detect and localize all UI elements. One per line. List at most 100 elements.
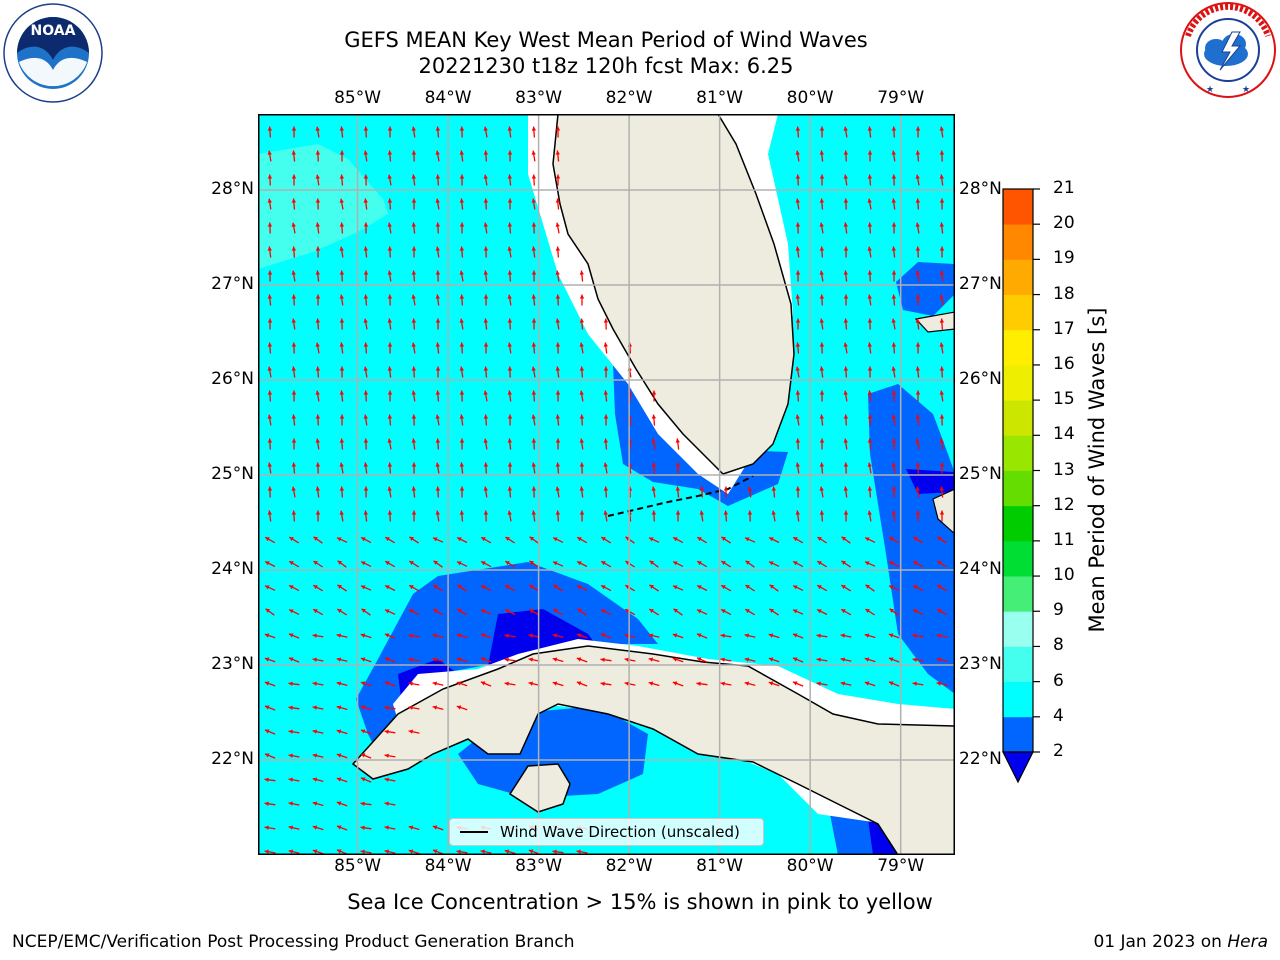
wind-wave-arrowhead bbox=[387, 462, 393, 467]
wind-wave-arrowhead bbox=[577, 561, 582, 566]
wind-wave-arrowhead bbox=[507, 174, 512, 179]
wind-wave-arrowhead bbox=[339, 390, 344, 395]
wind-wave-arrowhead bbox=[384, 633, 390, 638]
wind-wave-arrowhead bbox=[435, 486, 441, 491]
legend-line-swatch bbox=[460, 831, 488, 833]
wind-wave-arrowhead bbox=[795, 342, 801, 347]
wind-wave-arrowhead bbox=[867, 294, 872, 299]
lat-tick-label: 28°N bbox=[959, 179, 1002, 199]
wind-wave-arrowhead bbox=[505, 537, 510, 541]
wind-wave-arrowhead bbox=[291, 126, 297, 131]
wind-wave-arrowhead bbox=[648, 633, 654, 638]
wind-wave-arrowhead bbox=[744, 633, 749, 638]
wind-wave-arrowhead bbox=[505, 585, 510, 590]
wind-wave-arrowhead bbox=[840, 681, 846, 686]
colorbar-tick-label: 12 bbox=[1053, 494, 1075, 515]
wind-wave-arrowhead bbox=[939, 462, 945, 467]
wind-wave-arrowhead bbox=[867, 174, 873, 179]
wind-wave-arrowhead bbox=[433, 560, 438, 565]
wind-wave-arrowhead bbox=[315, 510, 321, 515]
wind-wave-arrowhead bbox=[819, 126, 825, 131]
colorbar-tick-label: 19 bbox=[1053, 248, 1075, 269]
wind-wave-arrowhead bbox=[600, 633, 606, 638]
wind-wave-arrowhead bbox=[291, 342, 297, 347]
wind-wave-arrowhead bbox=[819, 414, 824, 419]
wind-wave-arrowhead bbox=[363, 414, 368, 419]
wind-wave-arrowhead bbox=[675, 486, 680, 491]
wind-wave-arrowhead bbox=[507, 510, 512, 515]
lon-tick-label: 82°W bbox=[605, 856, 653, 876]
wind-wave-arrowhead bbox=[795, 126, 801, 131]
wind-wave-arrowhead bbox=[675, 438, 680, 443]
wind-wave-arrowhead bbox=[864, 633, 870, 638]
wind-wave-arrowhead bbox=[291, 270, 296, 275]
wind-wave-arrowhead bbox=[387, 222, 392, 227]
wind-wave-arrowhead bbox=[435, 294, 440, 299]
wind-wave-arrowhead bbox=[769, 561, 774, 566]
wind-wave-arrowhead bbox=[288, 801, 293, 806]
wind-wave-arrowhead bbox=[387, 150, 393, 155]
wind-wave-arrowhead bbox=[891, 438, 897, 443]
wind-wave-arrowhead bbox=[891, 486, 897, 491]
wind-wave-arrowhead bbox=[363, 246, 368, 251]
wind-wave-arrowhead bbox=[867, 366, 873, 371]
wind-wave-arrowhead bbox=[264, 753, 270, 758]
wind-wave-arrowhead bbox=[483, 462, 489, 467]
wind-wave-arrowhead bbox=[507, 126, 512, 131]
wind-wave-arrowhead bbox=[889, 608, 895, 613]
wind-wave-arrowhead bbox=[387, 294, 393, 299]
wind-wave-arrowhead bbox=[289, 537, 294, 542]
wind-wave-arrowhead bbox=[603, 390, 608, 395]
wind-wave-arrowhead bbox=[360, 657, 366, 662]
wind-wave-arrowhead bbox=[601, 537, 606, 542]
wind-wave-arrowhead bbox=[913, 609, 918, 614]
wind-wave-arrowhead bbox=[435, 438, 441, 443]
wind-wave-arrowhead bbox=[291, 318, 296, 323]
wind-wave-arrowhead bbox=[267, 390, 273, 395]
colorbar-segment bbox=[1003, 716, 1033, 753]
wind-wave-arrowhead bbox=[939, 126, 944, 131]
wind-wave-arrowhead bbox=[433, 585, 438, 589]
wind-wave-arrowhead bbox=[387, 438, 392, 443]
wind-wave-arrowhead bbox=[387, 414, 393, 419]
wind-wave-arrowhead bbox=[579, 318, 585, 323]
wind-wave-arrowhead bbox=[291, 198, 297, 203]
wind-wave-arrowhead bbox=[721, 536, 726, 541]
wind-wave-arrowhead bbox=[553, 584, 558, 589]
wind-wave-arrowhead bbox=[891, 126, 897, 131]
colorbar-segment bbox=[1003, 364, 1033, 401]
wind-wave-arrowhead bbox=[795, 366, 800, 371]
wind-wave-arrowhead bbox=[555, 246, 561, 251]
lon-tick-label: 79°W bbox=[877, 88, 925, 108]
wind-wave-arrowhead bbox=[267, 438, 273, 443]
wind-wave-arrowhead bbox=[336, 801, 342, 806]
wind-wave-arrowhead bbox=[339, 222, 345, 227]
wind-wave-arrowhead bbox=[795, 270, 801, 275]
wind-wave-arrowhead bbox=[720, 657, 725, 662]
lat-tick-label: 23°N bbox=[959, 654, 1002, 674]
wind-wave-arrowhead bbox=[312, 777, 318, 782]
wind-wave-arrowhead bbox=[456, 705, 462, 710]
wind-wave-arrowhead bbox=[363, 462, 368, 467]
wind-wave-arrowhead bbox=[507, 222, 513, 227]
wind-wave-arrowhead bbox=[363, 222, 369, 227]
wind-wave-arrowhead bbox=[411, 390, 416, 395]
wind-wave-arrowhead bbox=[603, 318, 609, 323]
wind-wave-arrowhead bbox=[819, 438, 825, 443]
wind-wave-arrowhead bbox=[891, 318, 896, 323]
wind-wave-arrowhead bbox=[507, 198, 513, 203]
wind-wave-arrowhead bbox=[697, 561, 702, 566]
wind-wave-arrowhead bbox=[435, 390, 441, 395]
wind-wave-arrowhead bbox=[531, 222, 537, 227]
wind-wave-arrowhead bbox=[288, 633, 294, 638]
wind-wave-arrowhead bbox=[867, 390, 872, 395]
wind-wave-arrowhead bbox=[315, 486, 320, 491]
wind-wave-arrowhead bbox=[315, 318, 321, 323]
wind-wave-arrowhead bbox=[745, 609, 750, 614]
wind-wave-arrowhead bbox=[291, 174, 297, 179]
wind-wave-arrowhead bbox=[387, 198, 393, 203]
wind-wave-arrowhead bbox=[507, 438, 512, 443]
wind-wave-arrowhead bbox=[819, 318, 824, 323]
wind-wave-arrowhead bbox=[315, 462, 321, 467]
wind-wave-arrowhead bbox=[384, 801, 389, 806]
